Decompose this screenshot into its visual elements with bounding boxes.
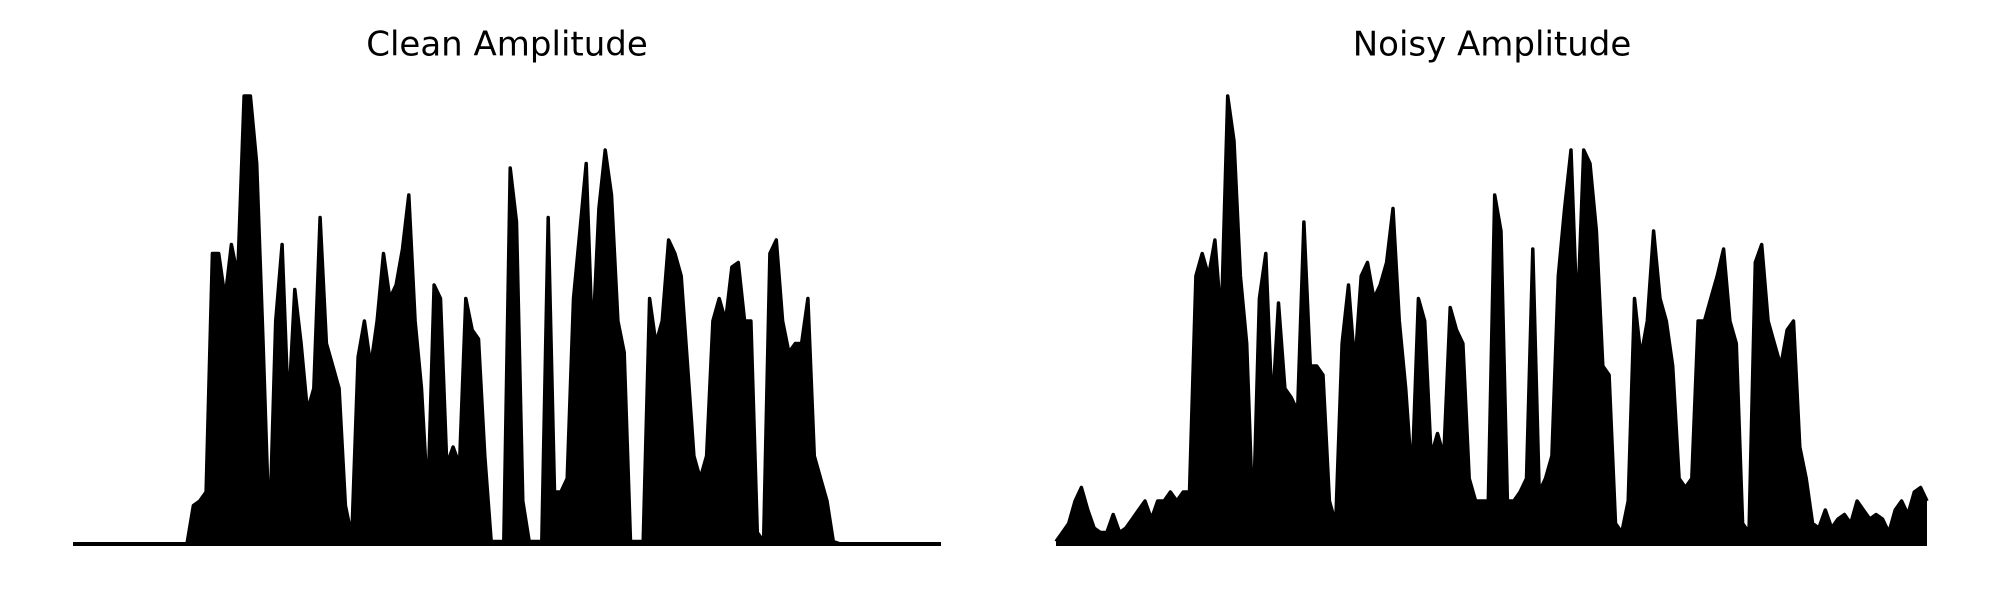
amplitude-line [1054,94,1929,543]
chart-title: Noisy Amplitude [1353,25,1632,65]
area-fill [1056,96,1927,546]
chart-title: Clean Amplitude [366,25,648,65]
amplitude-line [73,94,941,546]
area-fill [73,96,941,546]
